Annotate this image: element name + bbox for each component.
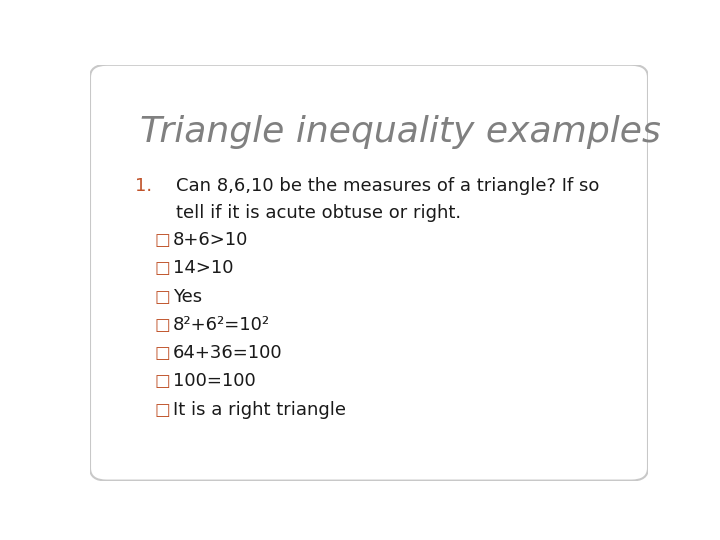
Text: □: □ bbox=[154, 316, 170, 334]
Text: □: □ bbox=[154, 344, 170, 362]
Text: □: □ bbox=[154, 259, 170, 278]
FancyBboxPatch shape bbox=[90, 65, 648, 481]
Text: It is a right triangle: It is a right triangle bbox=[173, 401, 346, 418]
Text: □: □ bbox=[154, 373, 170, 390]
Text: 1.: 1. bbox=[135, 177, 152, 195]
Text: 8+6>10: 8+6>10 bbox=[173, 231, 248, 249]
Text: tell if it is acute obtuse or right.: tell if it is acute obtuse or right. bbox=[176, 204, 462, 222]
Text: 100=100: 100=100 bbox=[173, 373, 256, 390]
Text: 14>10: 14>10 bbox=[173, 259, 233, 278]
Text: 8²+6²=10²: 8²+6²=10² bbox=[173, 316, 270, 334]
Text: Yes: Yes bbox=[173, 288, 202, 306]
Text: Can 8,6,10 be the measures of a triangle? If so: Can 8,6,10 be the measures of a triangle… bbox=[176, 177, 600, 195]
Text: □: □ bbox=[154, 231, 170, 249]
Text: □: □ bbox=[154, 401, 170, 418]
Text: □: □ bbox=[154, 288, 170, 306]
Text: 64+36=100: 64+36=100 bbox=[173, 344, 282, 362]
Text: Triangle inequality examples: Triangle inequality examples bbox=[140, 114, 661, 148]
